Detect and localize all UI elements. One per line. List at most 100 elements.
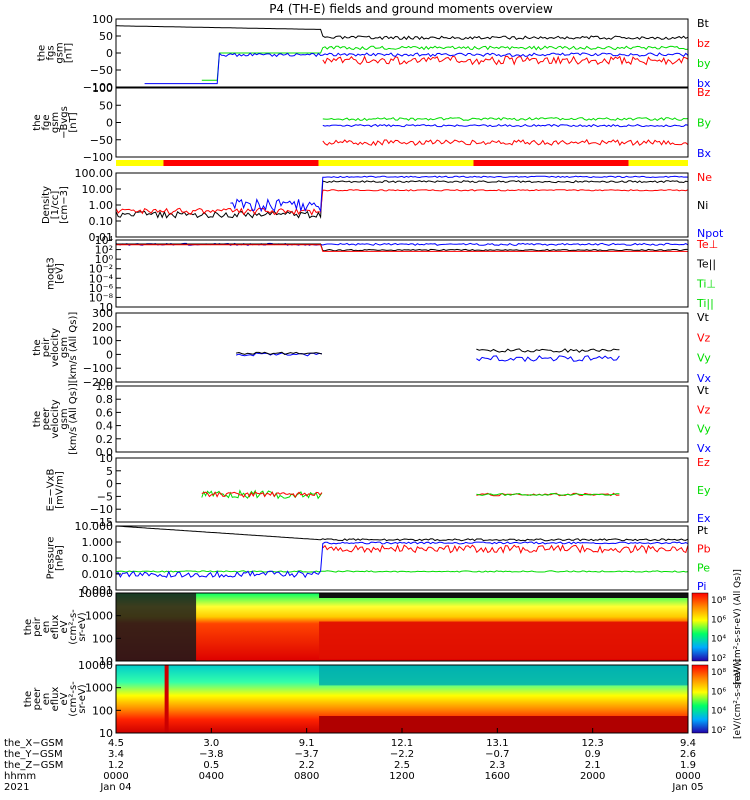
y-tick-label: 10 (99, 655, 113, 668)
x-row-value: 4.5 (108, 738, 124, 749)
svg-text:Pressure: Pressure (46, 537, 57, 580)
y-tick-label: 100 (92, 82, 113, 95)
y-tick-label: 1.0 (96, 380, 114, 393)
svg-text:eflux: eflux (50, 615, 61, 640)
x-row-value: 2000 (580, 771, 605, 782)
x-row-value: 1200 (389, 771, 414, 782)
orbit-segment-2 (318, 160, 474, 166)
svg-text:peir: peir (32, 616, 43, 636)
plot-title: P4 (TH-E) fields and ground moments over… (269, 2, 553, 16)
legend-te⊥: Te⊥ (696, 238, 718, 251)
trace-pt (115, 525, 689, 542)
legend-by: by (697, 57, 711, 70)
panel-frame (115, 239, 689, 308)
y-tick-label: 10 (99, 452, 113, 465)
x-row-value: 0000 (675, 771, 700, 782)
trace-ni (115, 180, 689, 220)
panel-frame (115, 385, 689, 453)
y-tick-label: 0.01 (89, 231, 114, 244)
colorbar-tick: 10² (711, 726, 726, 736)
svg-text:−Bvgs: −Bvgs (59, 106, 70, 139)
svg-text:fgs: fgs (46, 45, 57, 60)
orbit-segment-1 (163, 160, 319, 166)
svg-text:velocity: velocity (50, 399, 61, 438)
colorbar-label: [eV/(cm²-s-sr-eV) (All Qs)] (733, 569, 743, 685)
orbit-segment-0 (116, 160, 164, 166)
svg-text:en: en (41, 621, 52, 634)
trace-by (201, 45, 689, 81)
legend-ez: Ez (697, 456, 710, 469)
y-tick-label: 0 (106, 478, 113, 491)
trace-vx (235, 352, 322, 357)
y-tick-label: 0.100 (82, 552, 114, 565)
colorbar-label: [eV/(cm²-s-sr-eV)] (733, 659, 743, 739)
colorbar-tick: 10² (711, 654, 726, 664)
x-row-value: −0.7 (485, 749, 509, 760)
panel-8: 10.0001.0000.1000.0100.001Pressure[nPa]P… (46, 520, 711, 597)
x-row-value: Jan 05 (671, 782, 703, 793)
y-tick-label: 10⁻² (89, 263, 113, 276)
legend-bt: Bt (697, 17, 710, 30)
legend: Pt Pb Pe Pi (697, 524, 711, 593)
panel-5: 3002001000−100−200thepeirvelocitygsm[km/… (32, 307, 712, 389)
y-tick-label: 10000 (78, 659, 113, 672)
x-row-label: the_X−GSM (4, 738, 63, 749)
svg-text:(cm²-s-: (cm²-s- (68, 681, 79, 717)
legend: Te⊥ Te|| Ti⊥ Ti|| (696, 238, 718, 310)
svg-text:the: the (23, 691, 34, 707)
y-ticks: 10.000 1.000 0.100 0.010 0.001 (75, 520, 121, 597)
y-tick-label: 300 (92, 307, 113, 320)
panel-4: 10⁴10²10⁰10⁻²10⁻⁴10⁻⁶10⁻⁸10moqt3[eV]Te⊥T… (46, 234, 719, 314)
y-tick-label: 50 (99, 30, 113, 43)
svg-text:[km/s (All Qs)]: [km/s (All Qs)] (68, 312, 79, 384)
svg-text:peir: peir (41, 337, 52, 357)
y-tick-label: 1.000 (82, 536, 114, 549)
spectrogram-core (319, 716, 688, 733)
trace-by (322, 117, 689, 122)
x-row-value: 1.2 (108, 760, 124, 771)
colorbar-tick: 10⁶ (711, 687, 726, 697)
svg-text:eflux: eflux (50, 687, 61, 712)
svg-text:[1/cc]: [1/cc] (50, 191, 61, 220)
y-ticks: 10000 1000 100 10 (78, 659, 121, 740)
y-axis-label: Density[1/cc][cm−3] (41, 186, 70, 224)
x-row-value: 2.6 (680, 749, 696, 760)
svg-text:(cm²-s-: (cm²-s- (68, 609, 79, 645)
y-tick-label: −15 (90, 516, 113, 529)
y-tick-label: 1000 (85, 682, 113, 695)
svg-text:sr-eV): sr-eV) (77, 684, 88, 713)
y-tick-label: 100 (92, 13, 113, 26)
y-ticks: 100 50 0 −50 −100 (83, 13, 121, 94)
svg-text:the: the (32, 114, 43, 130)
y-tick-label: 10000 (78, 587, 113, 600)
trace-bt (116, 25, 689, 41)
trace-ey (201, 489, 323, 500)
x-row-value: 0800 (294, 771, 319, 782)
trace-vx2 (476, 355, 620, 363)
y-tick-label: −10 (90, 503, 113, 516)
y-tick-label: −100 (83, 362, 113, 375)
x-row-value: Jan 04 (99, 782, 131, 793)
y-ticks: 10000 1000 100 10 (78, 587, 121, 668)
orbit-region-bar (116, 160, 688, 166)
svg-text:[eV]: [eV] (55, 263, 66, 284)
legend-vx: Vx (697, 442, 712, 455)
y-tick-label: 0 (106, 117, 113, 130)
spectrogram-gap (116, 593, 197, 661)
y-tick-label: −100 (83, 151, 113, 164)
x-row-value: −2.2 (390, 749, 414, 760)
x-row-value: 0.9 (585, 749, 601, 760)
panel-3: 100.00 10.00 1.00 0.10 0.01 Density[1/cc][cm−… (41, 167, 724, 244)
trace-teperp (116, 244, 688, 252)
legend-bx: Bx (697, 147, 712, 160)
colorbar-tick: 10⁸ (711, 668, 726, 678)
x-row-value: 13.1 (486, 738, 508, 749)
svg-text:the: the (23, 619, 34, 635)
x-row-value: 2.2 (299, 760, 315, 771)
y-axis-label: E=−VxB[mV/m] (46, 469, 66, 512)
